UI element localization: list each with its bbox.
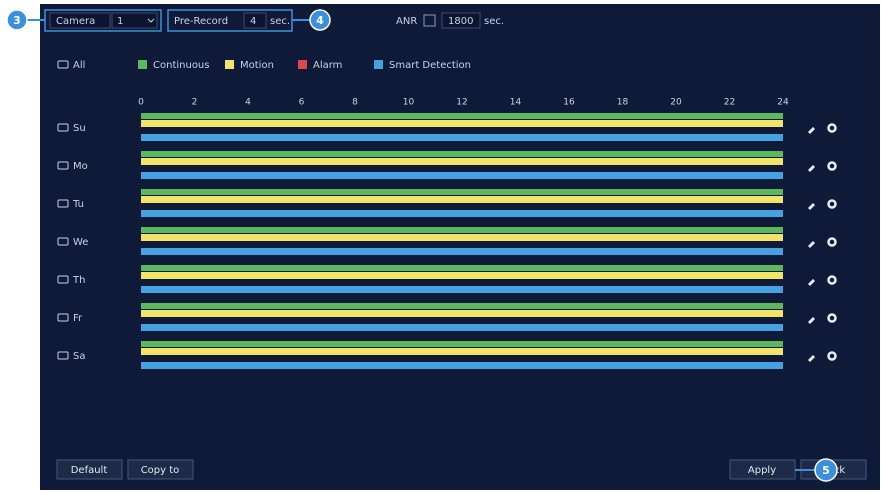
schedule-bar <box>141 120 783 127</box>
hour-label: 10 <box>403 98 415 108</box>
schedule-bar <box>141 234 783 241</box>
checkbox[interactable] <box>57 351 69 360</box>
all-label: All <box>73 60 85 71</box>
legend-label: Alarm <box>313 60 342 71</box>
settings-icon[interactable] <box>827 123 837 133</box>
button-label: Copy to <box>141 465 180 476</box>
edit-icon[interactable] <box>808 317 815 324</box>
copy-button[interactable] <box>127 459 194 480</box>
schedule-bar <box>141 362 783 369</box>
settings-icon[interactable] <box>827 237 837 247</box>
checkbox[interactable] <box>57 275 69 284</box>
anr-checkbox[interactable] <box>423 14 436 27</box>
schedule-bar <box>141 248 783 255</box>
edit-icon[interactable] <box>808 241 815 248</box>
legend-label: Continuous <box>153 60 209 71</box>
edit-icon[interactable] <box>808 165 815 172</box>
prerecord-value: 4 <box>250 16 256 27</box>
schedule-bar <box>141 286 783 293</box>
anr-input[interactable] <box>441 12 481 29</box>
day-label: Tu <box>72 199 84 210</box>
legend-swatch <box>298 60 307 69</box>
camera-select[interactable] <box>111 12 158 29</box>
day-label: Fr <box>73 313 83 324</box>
day-label: We <box>73 237 88 248</box>
schedule-bar <box>141 348 783 355</box>
hour-label: 4 <box>245 98 251 108</box>
button-label: Apply <box>748 465 776 476</box>
edit-icon[interactable] <box>808 203 815 210</box>
anr-label: ANR <box>396 16 417 27</box>
hour-label: 12 <box>456 98 467 108</box>
default-button[interactable] <box>56 459 123 480</box>
legend-swatch <box>225 60 234 69</box>
field <box>49 12 111 29</box>
schedule-bar <box>141 134 783 141</box>
settings-icon[interactable] <box>827 351 837 361</box>
hour-label: 22 <box>724 98 735 108</box>
settings-icon[interactable] <box>827 199 837 209</box>
settings-icon[interactable] <box>827 313 837 323</box>
hour-label: 16 <box>563 98 575 108</box>
schedule-bar <box>141 227 783 233</box>
hour-label: 14 <box>510 98 522 108</box>
hour-label: 8 <box>352 98 358 108</box>
prerecord-unit: sec. <box>270 16 290 27</box>
panel <box>40 4 880 490</box>
checkbox[interactable] <box>57 313 69 322</box>
schedule-bar <box>141 210 783 217</box>
checkbox[interactable] <box>57 237 69 246</box>
button-label: Default <box>71 465 108 476</box>
schedule-bar <box>141 172 783 179</box>
hour-label: 6 <box>299 98 305 108</box>
settings-icon[interactable] <box>827 275 837 285</box>
schedule-bar <box>141 324 783 331</box>
callout <box>814 458 838 482</box>
camera-value: 1 <box>117 16 123 27</box>
camera-label: Camera <box>56 16 95 27</box>
schedule-bar <box>141 196 783 203</box>
callout <box>309 9 331 31</box>
settings-icon[interactable] <box>827 161 837 171</box>
anr-value: 1800 <box>448 16 473 27</box>
schedule-bar <box>141 310 783 317</box>
schedule-bar <box>141 265 783 271</box>
schedule-bar <box>141 303 783 309</box>
callout-number: 4 <box>316 14 324 27</box>
callout-number: 3 <box>13 14 21 27</box>
schedule-bar <box>141 158 783 165</box>
dropdown-arrow <box>147 18 155 23</box>
hour-label: 0 <box>138 98 144 108</box>
edit-icon[interactable] <box>808 279 815 286</box>
schedule-bar <box>141 113 783 119</box>
legend-label: Motion <box>240 60 274 71</box>
schedule-bar <box>141 189 783 195</box>
hour-label: 20 <box>670 98 682 108</box>
prerecord-input[interactable] <box>243 12 267 29</box>
edit-icon[interactable] <box>808 355 815 362</box>
schedule-bar <box>141 151 783 157</box>
hour-label: 2 <box>192 98 198 108</box>
callout <box>6 9 28 31</box>
legend-swatch <box>374 60 383 69</box>
legend-label: Smart Detection <box>389 60 471 71</box>
day-label: Su <box>73 123 86 134</box>
hour-label: 24 <box>777 98 789 108</box>
schedule-bar <box>141 341 783 347</box>
day-label: Sa <box>73 351 85 362</box>
schedule-bar <box>141 272 783 279</box>
callout-number: 5 <box>822 464 830 477</box>
anr-unit: sec. <box>484 16 504 27</box>
day-label: Th <box>72 275 85 286</box>
hour-label: 18 <box>617 98 629 108</box>
edit-icon[interactable] <box>808 127 815 134</box>
day-label: Mo <box>73 161 88 172</box>
prerecord-label: Pre-Record <box>174 16 228 27</box>
checkbox[interactable] <box>57 199 69 208</box>
checkbox[interactable] <box>57 123 69 132</box>
checkbox[interactable] <box>57 161 69 170</box>
legend-swatch <box>138 60 147 69</box>
checkbox[interactable] <box>57 60 69 69</box>
